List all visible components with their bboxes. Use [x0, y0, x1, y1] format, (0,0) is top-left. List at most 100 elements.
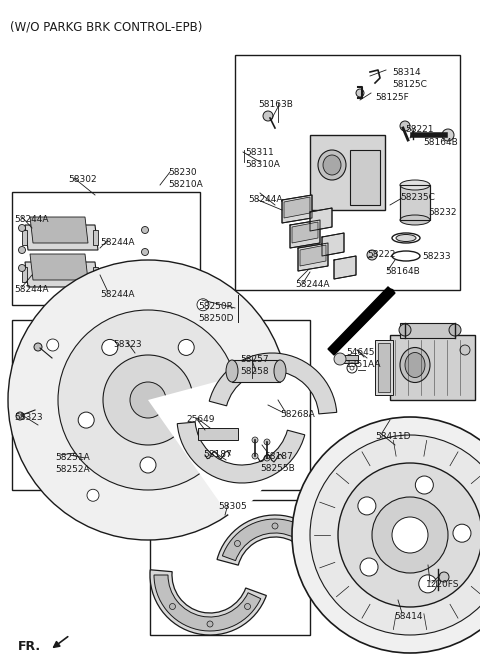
Text: 25649: 25649 [186, 415, 215, 424]
Text: 58244A: 58244A [14, 215, 48, 224]
Text: 58164B: 58164B [423, 138, 458, 147]
Text: 58323: 58323 [14, 413, 43, 422]
Ellipse shape [323, 155, 341, 175]
Circle shape [130, 382, 166, 418]
Circle shape [19, 264, 25, 272]
Text: 58310A: 58310A [245, 160, 280, 169]
Ellipse shape [400, 215, 430, 225]
Text: 58414: 58414 [394, 612, 422, 621]
Circle shape [272, 523, 278, 529]
Circle shape [103, 355, 193, 445]
Text: (W/O PARKG BRK CONTROL-EPB): (W/O PARKG BRK CONTROL-EPB) [10, 20, 203, 33]
Polygon shape [328, 287, 395, 355]
Circle shape [442, 129, 454, 141]
Circle shape [264, 439, 270, 445]
Wedge shape [150, 570, 266, 635]
Polygon shape [298, 243, 328, 271]
Circle shape [419, 575, 437, 593]
Wedge shape [154, 575, 261, 631]
Circle shape [460, 345, 470, 355]
Bar [390, 335, 475, 400]
Polygon shape [290, 220, 320, 248]
Ellipse shape [400, 180, 430, 190]
Circle shape [142, 227, 148, 234]
Text: 58187: 58187 [264, 452, 293, 461]
Circle shape [34, 343, 42, 351]
Text: 58252A: 58252A [55, 465, 90, 474]
Bar [22, 267, 27, 282]
Polygon shape [292, 222, 318, 243]
Bar [235, 55, 460, 290]
Text: 58244A: 58244A [100, 238, 134, 247]
Circle shape [399, 324, 411, 336]
Circle shape [102, 340, 118, 356]
Text: FR.: FR. [18, 640, 41, 653]
Wedge shape [209, 353, 337, 414]
Circle shape [202, 412, 218, 428]
Polygon shape [25, 262, 98, 287]
Circle shape [334, 353, 346, 365]
Text: 58323: 58323 [113, 340, 142, 349]
Text: 58244A: 58244A [100, 290, 134, 299]
Text: 58268A: 58268A [280, 410, 315, 419]
Ellipse shape [405, 352, 425, 378]
Bar [375, 340, 393, 395]
Circle shape [58, 310, 238, 490]
Circle shape [358, 497, 376, 515]
Bar [22, 230, 27, 245]
Circle shape [16, 412, 24, 420]
Ellipse shape [396, 234, 416, 242]
Circle shape [392, 517, 428, 553]
Text: 58164B: 58164B [385, 267, 420, 276]
Ellipse shape [400, 348, 430, 382]
Text: 58233: 58233 [422, 252, 451, 261]
Circle shape [338, 463, 480, 607]
Text: 58125F: 58125F [375, 93, 409, 102]
Text: 58221: 58221 [405, 125, 433, 134]
Text: 58244A: 58244A [14, 285, 48, 294]
Circle shape [449, 324, 461, 336]
Circle shape [264, 455, 270, 461]
Ellipse shape [226, 360, 238, 382]
Text: 54645: 54645 [346, 348, 374, 357]
Text: 58210A: 58210A [168, 180, 203, 189]
Text: 1220FS: 1220FS [426, 580, 459, 589]
Text: 1351AA: 1351AA [346, 360, 382, 369]
Wedge shape [177, 422, 305, 483]
Bar [93, 230, 98, 245]
Circle shape [78, 412, 94, 428]
Text: 58257: 58257 [240, 355, 269, 364]
Bar [350, 150, 380, 205]
Polygon shape [334, 256, 356, 279]
Circle shape [360, 558, 378, 576]
Text: 58255B: 58255B [260, 464, 295, 473]
Text: 58411D: 58411D [375, 432, 410, 441]
Circle shape [207, 621, 213, 627]
Circle shape [292, 417, 480, 653]
Circle shape [19, 225, 25, 231]
Text: 58163B: 58163B [258, 100, 293, 109]
Circle shape [142, 248, 148, 256]
Bar [12, 320, 310, 490]
Ellipse shape [274, 360, 286, 382]
Polygon shape [284, 197, 310, 218]
Circle shape [310, 541, 315, 546]
Circle shape [310, 435, 480, 635]
Bar [198, 428, 238, 440]
Bar [12, 192, 200, 305]
Text: 58125C: 58125C [392, 80, 427, 89]
Circle shape [142, 266, 148, 274]
Circle shape [197, 299, 209, 311]
Ellipse shape [318, 150, 346, 180]
Polygon shape [310, 208, 332, 231]
Circle shape [372, 497, 448, 573]
Bar [340, 355, 358, 363]
Polygon shape [282, 195, 312, 223]
Circle shape [252, 453, 258, 459]
Text: 58258: 58258 [240, 367, 269, 376]
Circle shape [453, 524, 471, 542]
Bar [150, 500, 310, 635]
Text: 58230: 58230 [168, 168, 197, 177]
Bar [310, 135, 385, 210]
Text: 58251A: 58251A [55, 453, 90, 462]
